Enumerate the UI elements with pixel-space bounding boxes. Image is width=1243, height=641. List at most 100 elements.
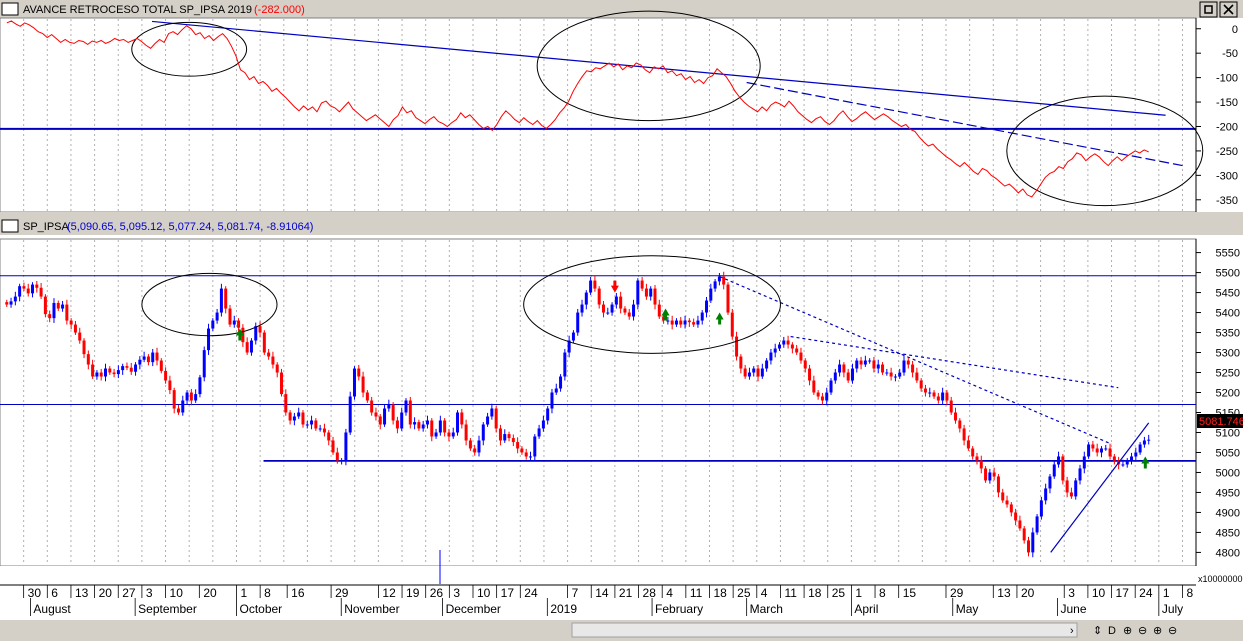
candle-body <box>1130 456 1134 461</box>
candle-body <box>674 320 678 325</box>
candle-body <box>121 366 125 371</box>
candle-body <box>211 320 215 329</box>
candle-body <box>657 304 661 317</box>
candle-body <box>958 420 962 429</box>
candle-body <box>267 352 271 357</box>
x-day-label: 3 <box>453 586 460 600</box>
candle-body <box>743 368 747 377</box>
candle-body <box>838 364 842 373</box>
x-day-label: 1 <box>240 586 247 600</box>
candle-body <box>653 288 657 305</box>
candle-body <box>138 359 142 365</box>
candle-body <box>172 390 176 409</box>
x-day-label: 20 <box>203 586 217 600</box>
x-month-label: May <box>956 602 979 616</box>
scroll-button[interactable]: ⊖ <box>1168 625 1177 637</box>
candle-body <box>417 422 421 429</box>
scroll-button[interactable]: D <box>1108 625 1116 637</box>
x-month-label: June <box>1060 602 1086 616</box>
candle-body <box>988 472 992 481</box>
candle-body <box>438 420 442 433</box>
candle-body <box>421 424 425 429</box>
candle-body <box>640 280 644 289</box>
candle-body <box>589 280 593 293</box>
candle-body <box>584 292 588 305</box>
candle-body <box>820 396 824 401</box>
x-day-label: 15 <box>903 586 917 600</box>
x-day-label: 24 <box>524 586 538 600</box>
candle-body <box>881 364 885 373</box>
candle-body <box>1039 500 1043 517</box>
scroll-right-icon[interactable]: › <box>1070 625 1074 637</box>
candle-body <box>898 372 902 377</box>
candle-body <box>760 368 764 377</box>
candle-body <box>464 424 468 441</box>
candle-body <box>82 340 86 355</box>
candle-body <box>352 368 356 397</box>
candle-body <box>601 304 605 313</box>
x-day-label: 8 <box>1186 586 1193 600</box>
y-tick-label: -100 <box>1216 73 1238 85</box>
candle-body <box>563 352 567 377</box>
top-panel-title: AVANCE RETROCESO TOTAL SP_IPSA 2019 <box>23 4 252 16</box>
scroll-button[interactable]: ⊕ <box>1123 625 1132 637</box>
x-day-label: 13 <box>997 586 1011 600</box>
scroll-buttons[interactable]: ⇕ D ⊕ ⊖ ⊕ ⊖ <box>1093 625 1177 637</box>
y-tick-label: 5550 <box>1216 248 1240 260</box>
candle-body <box>387 404 391 409</box>
candle-body <box>159 360 163 371</box>
candle-body <box>370 400 374 413</box>
candle-body <box>318 428 322 430</box>
candle-body <box>735 336 739 357</box>
x-day-label: 18 <box>713 586 727 600</box>
candle-body <box>726 284 730 313</box>
scroll-button[interactable]: ⊖ <box>1138 625 1147 637</box>
candle-body <box>872 360 876 369</box>
candle-body <box>151 352 155 363</box>
price-overlays <box>141 255 1150 553</box>
x-day-label: 10 <box>170 586 184 600</box>
candle-body <box>9 301 13 305</box>
candle-body <box>576 312 580 333</box>
candle-body <box>597 288 601 305</box>
x-day-label: 8 <box>264 586 271 600</box>
y-tick-label: 0 <box>1232 24 1238 36</box>
candle-body <box>966 440 970 449</box>
candle-body <box>26 288 30 294</box>
candle-body <box>936 396 940 401</box>
trendline <box>746 81 1183 167</box>
candle-body <box>322 428 326 433</box>
candle-body <box>975 456 979 461</box>
candle-body <box>69 320 73 325</box>
panel-splitter[interactable] <box>0 212 1243 217</box>
candle-body <box>56 302 60 309</box>
candle-body <box>78 332 82 341</box>
candle-body <box>477 440 481 453</box>
candle-body <box>503 434 507 441</box>
candle-body <box>1108 448 1112 457</box>
x-day-label: 7 <box>572 586 579 600</box>
candle-body <box>863 360 867 365</box>
candle-body <box>739 356 743 369</box>
candle-body <box>340 460 344 462</box>
candle-body <box>627 312 631 317</box>
scroll-button[interactable]: ⇕ <box>1093 625 1102 637</box>
x-month-label: December <box>446 602 501 616</box>
scroll-button[interactable]: ⊕ <box>1153 625 1162 637</box>
y-tick-label: 5450 <box>1216 288 1240 300</box>
candle-body <box>687 320 691 323</box>
candle-body <box>859 360 863 365</box>
candle-body <box>1018 520 1022 529</box>
trendline <box>1050 422 1150 553</box>
x-day-label: 12 <box>382 586 396 600</box>
candle-body <box>43 296 47 315</box>
candle-body <box>670 320 674 325</box>
scrollbar-thumb[interactable] <box>571 622 1078 638</box>
candle-body <box>992 472 996 477</box>
sell-arrow-icon <box>610 280 619 293</box>
candle-body <box>207 328 211 351</box>
candle-body <box>490 408 494 417</box>
restore-icon[interactable] <box>1199 1 1218 18</box>
y-tick-label: 5100 <box>1216 427 1240 439</box>
x-month-label: November <box>344 602 399 616</box>
